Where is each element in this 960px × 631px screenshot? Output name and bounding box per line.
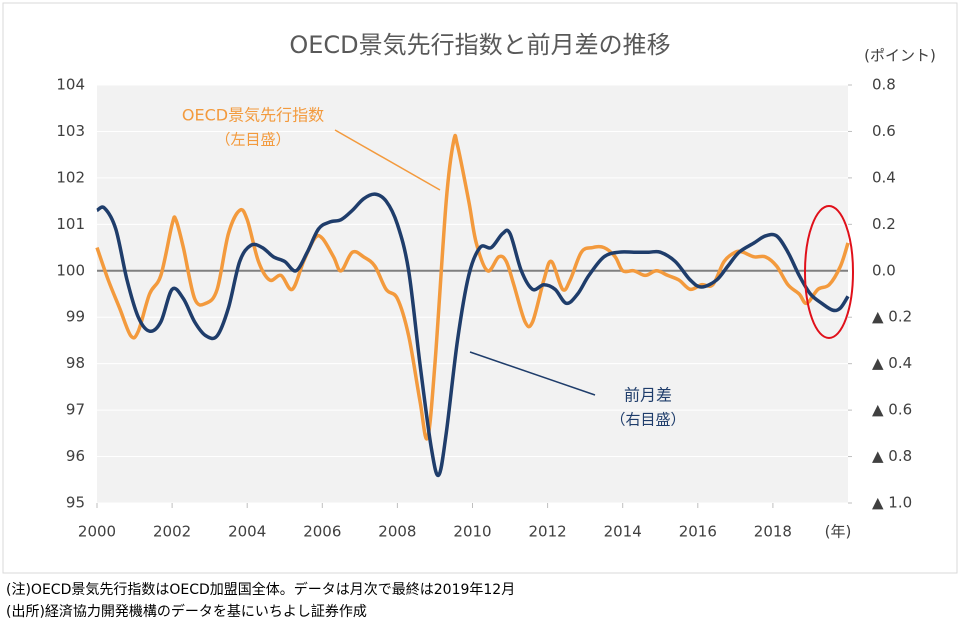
y-tick-label: 101 — [56, 215, 85, 233]
y-tick-label: 99 — [66, 308, 85, 326]
y-tick-label: 97 — [66, 401, 85, 419]
annotation-arrow — [334, 129, 441, 191]
y2-tick-label: ▲ 1.0 — [872, 494, 912, 512]
lines — [95, 133, 850, 478]
annotation-arrow — [469, 351, 596, 396]
plot-area — [97, 85, 848, 503]
annotation: （右目盛） — [610, 411, 685, 429]
x-tick-label: 2004 — [228, 523, 266, 541]
y-tick-label: 96 — [66, 447, 85, 465]
x-tick-label: 2014 — [604, 523, 642, 541]
y-tick-label: 95 — [66, 494, 85, 512]
x-tick-label: 2002 — [153, 523, 191, 541]
x-tick-label: 2008 — [378, 523, 416, 541]
footnote: (出所)経済協力開発機構のデータを基にいちよし証券作成 — [6, 603, 367, 620]
x-tick-label: 2010 — [453, 523, 491, 541]
x-tick-label: 2006 — [303, 523, 341, 541]
x-tick-label: 2016 — [679, 523, 717, 541]
y-tick-label: 104 — [56, 76, 85, 94]
x-unit: (年) — [825, 523, 852, 541]
x-tick-label: 2012 — [529, 523, 567, 541]
annotation: （左目盛） — [215, 131, 290, 149]
y2-tick-label: 0.4 — [872, 168, 896, 186]
series-line — [95, 133, 850, 441]
annotation: OECD景気先行指数 — [182, 106, 324, 125]
y2-tick-label: ▲ 0.2 — [872, 308, 912, 326]
y2-tick-label: 0.0 — [872, 261, 896, 279]
annotation: 前月差 — [624, 386, 672, 405]
series-line — [96, 192, 850, 478]
y2-tick-label: 0.8 — [872, 76, 896, 94]
chart-title: OECD景気先行指数と前月差の推移 — [289, 31, 670, 59]
footnote: (注)OECD景気先行指数はOECD加盟国全体。データは月次で最終は2019年1… — [6, 581, 515, 598]
y-tick-label: 102 — [56, 168, 85, 186]
y-tick-label: 98 — [66, 354, 85, 372]
y-tick-label: 100 — [56, 261, 85, 279]
y2-tick-label: ▲ 0.8 — [872, 447, 912, 465]
y2-tick-label: 0.6 — [872, 122, 896, 140]
y2-tick-label: 0.2 — [872, 215, 896, 233]
highlight-ellipse — [804, 205, 854, 339]
x-tick-label: 2000 — [78, 523, 116, 541]
y2-tick-label: ▲ 0.4 — [872, 354, 912, 372]
y2-tick-label: ▲ 0.6 — [872, 401, 912, 419]
x-tick-label: 2018 — [754, 523, 792, 541]
y-tick-label: 103 — [56, 122, 85, 140]
y2-unit: (ポイント) — [864, 47, 936, 65]
